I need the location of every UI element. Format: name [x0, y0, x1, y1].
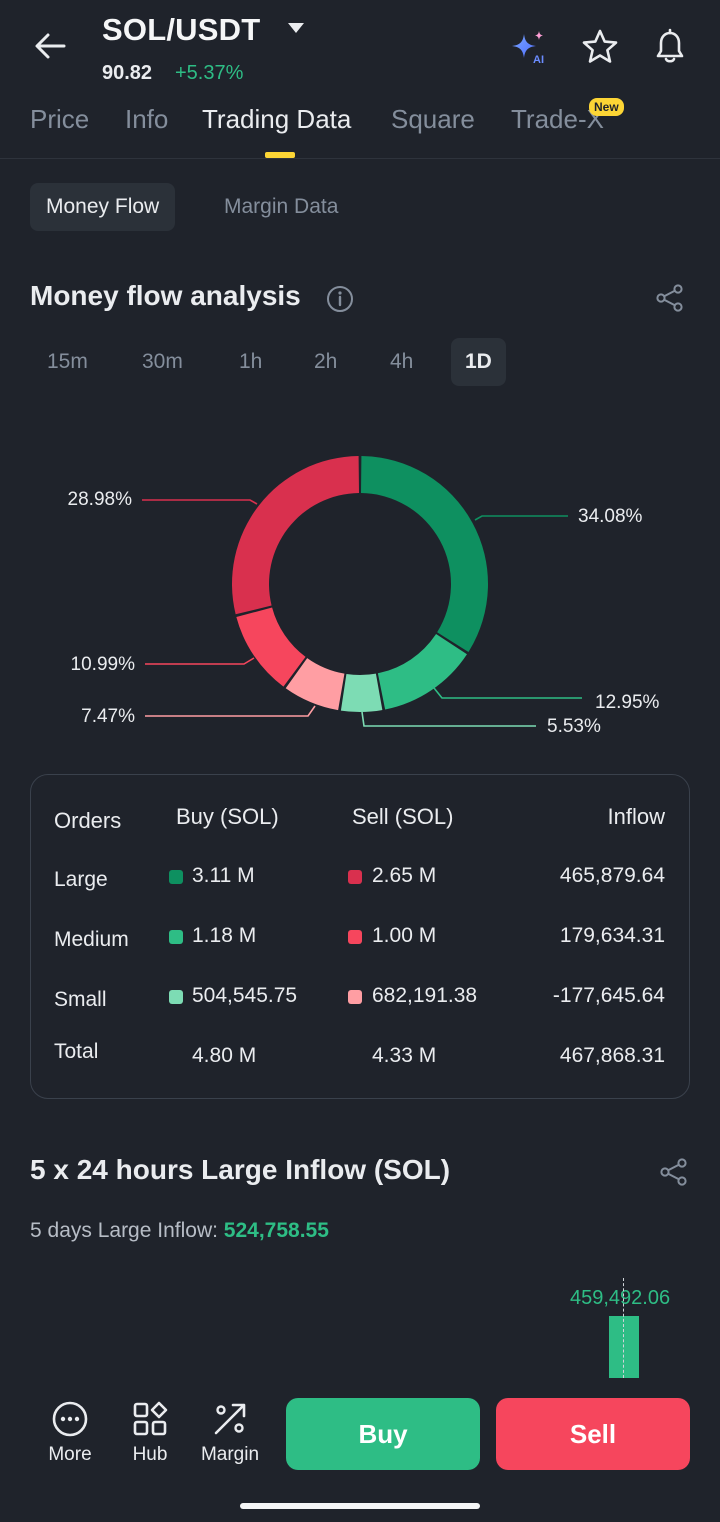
col-buy: Buy (SOL) — [176, 804, 279, 829]
money-flow-title: Money flow analysis — [30, 280, 301, 311]
subtab-money-flow[interactable]: Money Flow — [30, 183, 176, 231]
buy-button[interactable]: Buy — [286, 1398, 480, 1470]
bar-value-label: 459,492.06 — [570, 1287, 671, 1309]
slice-percent-label: 34.08% — [578, 506, 643, 527]
share-icon[interactable] — [659, 1157, 689, 1187]
caret-down-icon[interactable] — [286, 20, 306, 36]
col-orders: Orders — [54, 808, 122, 833]
nav-margin[interactable]: Margin — [190, 1400, 270, 1466]
last-price: 90.82 — [102, 62, 153, 84]
nav-margin-label: Margin — [200, 1444, 260, 1465]
donut-slice-small-buy — [340, 673, 383, 712]
legend-small-sell — [348, 990, 362, 1004]
large-inflow: 465,879.64 — [559, 864, 665, 887]
tab-square[interactable]: Square — [391, 104, 475, 134]
donut-slice-medium-buy — [377, 633, 467, 710]
large-sell: 2.65 M — [372, 864, 437, 887]
tab-trading-data[interactable]: Trading Data — [202, 104, 352, 134]
bell-icon[interactable] — [650, 26, 690, 66]
period-15m[interactable]: 15m — [47, 350, 88, 373]
new-badge: New — [589, 98, 624, 116]
nav-hub[interactable]: Hub — [110, 1400, 190, 1466]
orders-table — [30, 774, 690, 1099]
leader-line — [474, 515, 568, 521]
crosshair-line — [623, 1278, 624, 1378]
pair-title[interactable]: SOL/USDT — [102, 12, 261, 47]
ai-sparkle-icon[interactable]: AI — [508, 28, 550, 66]
back-arrow-icon[interactable] — [30, 28, 70, 64]
slice-percent-label: 12.95% — [595, 692, 660, 713]
svg-text:AI: AI — [533, 54, 544, 66]
legend-medium-buy — [169, 930, 183, 944]
five-day-large-inflow: 5 days Large Inflow: 524,758.55 — [30, 1219, 329, 1243]
home-indicator[interactable] — [240, 1503, 480, 1509]
large-inflow-title: 5 x 24 hours Large Inflow (SOL) — [30, 1154, 451, 1185]
period-4h[interactable]: 4h — [390, 350, 414, 373]
medium-sell: 1.00 M — [372, 924, 437, 947]
legend-large-sell — [348, 870, 362, 884]
inflow-bar — [609, 1316, 639, 1378]
donut-slice-large-sell — [231, 456, 359, 615]
small-buy: 504,545.75 — [192, 984, 298, 1007]
divider — [0, 158, 720, 159]
donut-slice-medium-sell — [236, 607, 306, 687]
period-30m[interactable]: 30m — [142, 350, 183, 373]
donut-slice-small-sell — [285, 658, 345, 711]
nav-more[interactable]: More — [30, 1400, 110, 1466]
nav-more-label: More — [48, 1444, 92, 1465]
price-change: +5.37% — [175, 62, 244, 84]
total-inflow: 467,868.31 — [559, 1044, 665, 1067]
sell-button[interactable]: Sell — [496, 1398, 690, 1470]
more-icon — [52, 1401, 88, 1437]
row-label-total: Total — [54, 1040, 99, 1063]
col-inflow: Inflow — [607, 804, 665, 829]
legend-medium-sell — [348, 930, 362, 944]
tab-trade-x[interactable]: Trade-X — [511, 104, 604, 134]
share-icon[interactable] — [655, 283, 685, 313]
slice-percent-label: 7.47% — [81, 706, 135, 727]
active-tab-indicator — [265, 152, 295, 158]
info-icon[interactable] — [325, 284, 355, 314]
period-1d[interactable]: 1D — [451, 338, 506, 386]
five-day-label: 5 days Large Inflow: — [30, 1219, 224, 1242]
margin-icon — [214, 1403, 246, 1435]
total-buy: 4.80 M — [192, 1044, 257, 1067]
tab-info[interactable]: Info — [125, 104, 169, 134]
period-2h[interactable]: 2h — [314, 350, 338, 373]
five-day-value: 524,758.55 — [223, 1219, 329, 1242]
slice-percent-label: 10.99% — [71, 654, 136, 675]
leader-line — [145, 657, 255, 665]
money-flow-donut-chart: 34.08% 12.95% 5.53% 7.47% 10.99% 28.98% — [68, 456, 660, 737]
legend-small-buy — [169, 990, 183, 1004]
small-sell: 682,191.38 — [372, 984, 478, 1007]
leader-line — [361, 711, 536, 727]
row-label-large: Large — [54, 868, 108, 891]
subtab-margin-data[interactable]: Margin Data — [224, 195, 339, 218]
large-buy: 3.11 M — [192, 864, 255, 887]
slice-percent-label: 5.53% — [547, 716, 601, 737]
slice-percent-label: 28.98% — [68, 489, 133, 510]
leader-line — [433, 687, 582, 699]
nav-hub-label: Hub — [132, 1444, 168, 1465]
total-sell: 4.33 M — [372, 1044, 437, 1067]
star-icon[interactable] — [580, 27, 620, 67]
col-sell: Sell (SOL) — [352, 804, 454, 829]
tab-price[interactable]: Price — [30, 104, 90, 134]
medium-buy: 1.18 M — [192, 924, 257, 947]
period-1h[interactable]: 1h — [239, 350, 263, 373]
medium-inflow: 179,634.31 — [559, 924, 665, 947]
row-label-small: Small — [54, 988, 107, 1011]
legend-large-buy — [169, 870, 183, 884]
leader-line — [142, 499, 258, 505]
donut-slice-large-buy — [361, 456, 489, 652]
small-inflow: -177,645.64 — [552, 984, 665, 1007]
leader-line — [145, 705, 316, 717]
row-label-medium: Medium — [54, 928, 129, 951]
hub-icon — [133, 1401, 168, 1436]
